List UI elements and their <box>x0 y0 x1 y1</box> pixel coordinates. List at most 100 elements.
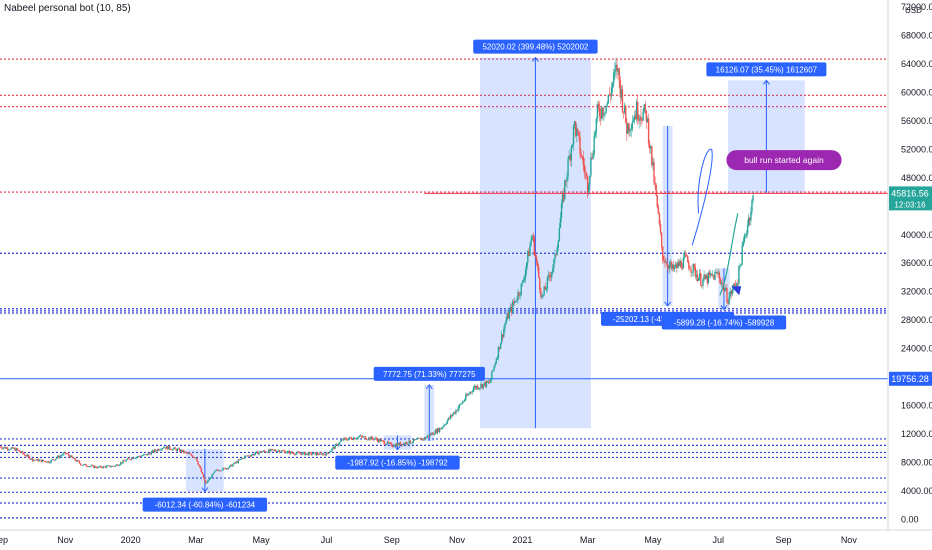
candle-body <box>598 108 601 116</box>
candle-body <box>33 459 35 462</box>
candle-body <box>288 450 291 454</box>
candle-body <box>502 334 504 337</box>
candle-body <box>565 180 567 182</box>
candle-body <box>524 269 527 279</box>
candle-body <box>503 328 505 337</box>
candle-body <box>568 155 570 159</box>
candle-body <box>255 451 257 454</box>
candle-body <box>127 458 130 459</box>
candle-body <box>514 300 516 304</box>
candle-body <box>169 446 171 450</box>
candle-body <box>363 436 366 438</box>
candle-body <box>52 459 55 460</box>
candle-body <box>334 444 336 449</box>
candle-body <box>1 447 3 449</box>
candle-body <box>119 464 121 466</box>
candle-body <box>165 446 168 449</box>
candle-body <box>741 245 743 265</box>
candle-body <box>722 283 725 292</box>
candle-body <box>39 459 41 461</box>
candle-body <box>202 474 205 478</box>
candle-body <box>408 440 410 445</box>
candle-body <box>521 281 524 284</box>
candle-body <box>29 459 32 460</box>
candle-body <box>608 94 611 96</box>
time-axis: Sep Nov 2020 Mar May Jul Sep Nov 2021 Mar May Jul Se… <box>0 535 857 545</box>
candle-body <box>750 211 752 221</box>
candle-body <box>406 442 408 445</box>
candle-body <box>398 442 401 446</box>
candle-body <box>614 69 616 73</box>
candle-body <box>443 424 445 427</box>
candle-body <box>71 455 73 458</box>
candle-body <box>580 153 582 157</box>
candle-body <box>92 465 95 468</box>
candle-body <box>111 465 113 467</box>
candle-body <box>386 441 389 445</box>
candle-body <box>395 444 397 447</box>
candle-body <box>83 464 85 466</box>
price-tick-label: 32000.00 <box>901 287 932 297</box>
candle-body <box>203 477 206 481</box>
candle-body <box>379 439 381 442</box>
candle-body <box>584 172 587 174</box>
candle-body <box>347 438 349 441</box>
candle-body <box>371 436 373 439</box>
candle-body <box>335 444 337 445</box>
candle-body <box>629 129 631 132</box>
candle-body <box>544 286 546 290</box>
candle-body <box>603 113 605 116</box>
candle-body <box>444 424 446 426</box>
price-tick-label: 64000.00 <box>901 59 932 69</box>
candle-body <box>70 455 72 458</box>
candle-body <box>362 436 365 438</box>
candle-body <box>708 272 711 276</box>
candle-body <box>542 294 544 297</box>
candle-body <box>592 154 594 159</box>
candle-body <box>43 461 46 462</box>
candle-body <box>128 458 131 460</box>
candle-body <box>339 440 342 442</box>
candle-body <box>468 393 470 395</box>
candle-body <box>730 291 732 295</box>
candle-body <box>6 447 9 450</box>
candle-body <box>659 224 662 233</box>
price-tick-label: 48000.00 <box>901 173 932 183</box>
candle-body <box>626 122 628 134</box>
candle-body <box>223 467 225 469</box>
candle-body <box>352 437 355 440</box>
candle-body <box>146 453 148 456</box>
candle-body <box>428 435 430 437</box>
candle-body <box>366 439 368 440</box>
candle-body <box>139 456 142 457</box>
candle-body <box>410 443 413 444</box>
candle-body <box>122 460 124 464</box>
indicator-label[interactable]: Nabeel personal bot (10, 85) <box>4 3 131 14</box>
candle-body <box>184 451 186 453</box>
candle-body <box>466 394 468 396</box>
candle-body <box>531 235 533 241</box>
candle-body <box>367 439 369 441</box>
time-tick-label: Mar <box>580 535 596 545</box>
candle-body <box>171 449 173 451</box>
arrow-head <box>201 487 209 493</box>
candle-body <box>627 123 629 134</box>
candle-body <box>453 412 455 415</box>
candle-body <box>151 450 154 452</box>
candle-body <box>50 459 52 463</box>
candle-body <box>685 255 688 257</box>
candle-body <box>496 357 499 360</box>
candle-body <box>133 458 135 460</box>
candle-body <box>270 449 272 452</box>
candle-body <box>245 455 247 457</box>
candle-body <box>411 442 414 444</box>
candle-body <box>637 101 639 120</box>
candle-body <box>435 430 438 434</box>
candle-body <box>711 273 713 276</box>
candle-body <box>216 469 219 471</box>
candle-body <box>431 432 433 435</box>
candle-body <box>676 263 678 269</box>
candle-body <box>472 388 475 392</box>
candle-body <box>583 164 586 173</box>
